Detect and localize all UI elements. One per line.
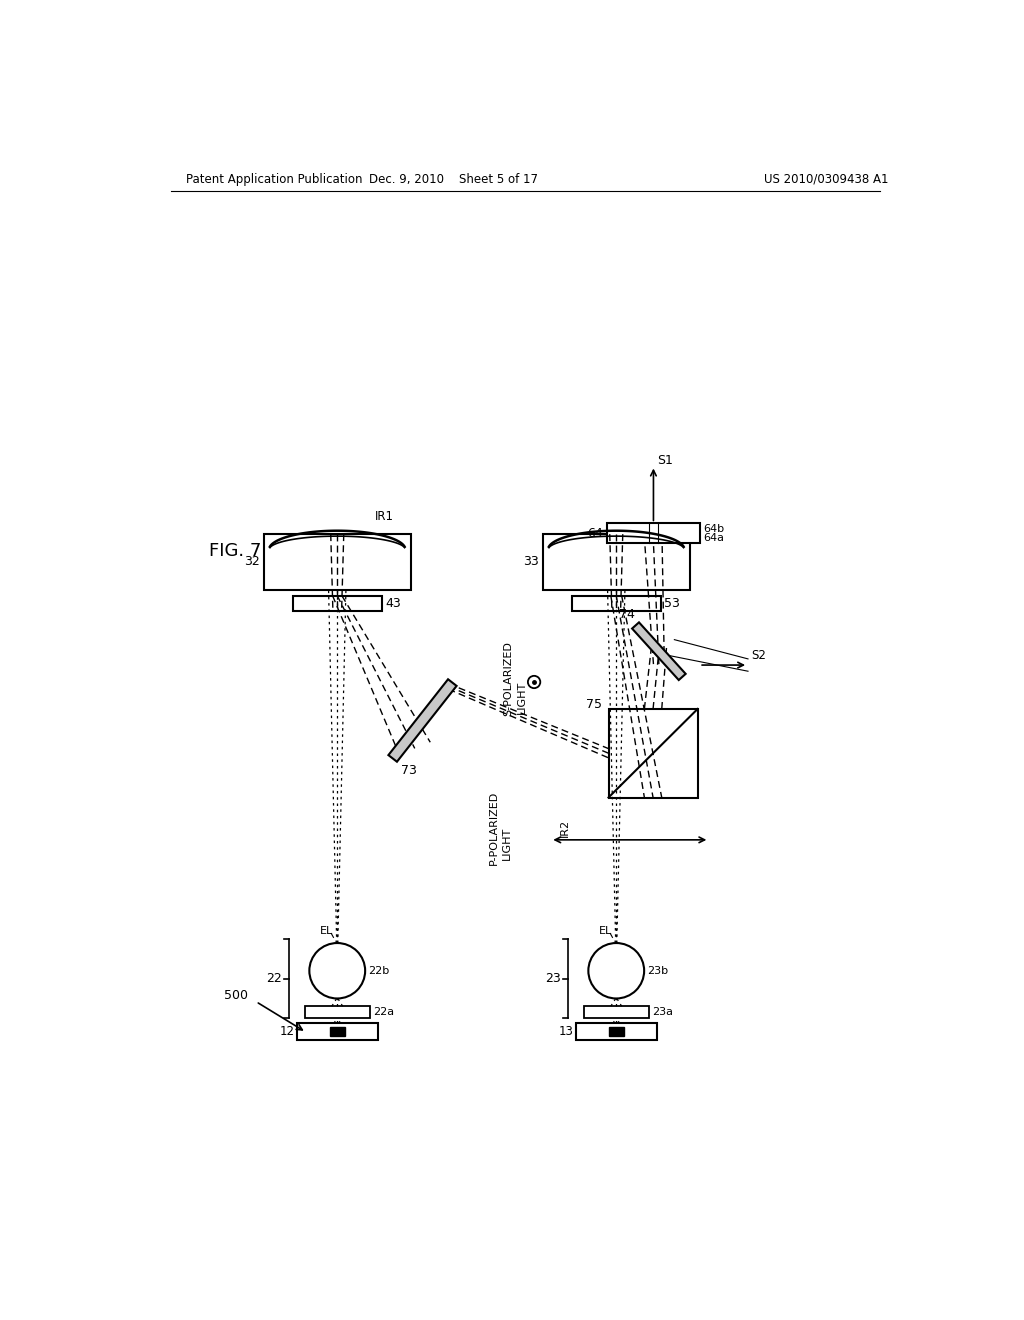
Text: 22a: 22a [373,1007,394,1018]
Text: Patent Application Publication: Patent Application Publication [186,173,362,186]
Bar [297,1023,378,1040]
Text: 64: 64 [588,527,603,540]
Polygon shape [632,622,686,680]
Circle shape [309,942,366,998]
Text: Dec. 9, 2010    Sheet 5 of 17: Dec. 9, 2010 Sheet 5 of 17 [369,173,538,186]
Bar [305,1006,370,1019]
Text: IR1: IR1 [375,510,393,523]
Text: 32: 32 [244,556,260,569]
Bar [608,709,697,797]
Circle shape [528,676,541,688]
Text: P-POLARIZED: P-POLARIZED [488,791,499,866]
Text: LIGHT: LIGHT [517,681,526,714]
Text: 43: 43 [385,597,401,610]
Bar [607,524,700,544]
Bar [293,595,382,611]
Text: 75: 75 [587,698,602,711]
Text: IR2: IR2 [560,820,569,837]
Polygon shape [388,680,457,762]
Circle shape [589,942,644,998]
Text: 64b: 64b [703,524,724,535]
Text: 500: 500 [224,989,248,1002]
Text: 23: 23 [546,973,561,985]
Text: S2: S2 [751,649,766,663]
Bar [608,1027,624,1036]
Text: 22b: 22b [369,966,389,975]
Bar [575,1023,656,1040]
Bar [572,595,662,611]
Text: 73: 73 [400,764,417,777]
Text: FIG. 7: FIG. 7 [209,543,262,560]
Text: S1: S1 [657,454,673,467]
Text: 13: 13 [559,1026,573,1038]
Bar [584,1006,649,1019]
Text: US 2010/0309438 A1: US 2010/0309438 A1 [764,173,888,186]
Bar [543,535,690,590]
Text: 33: 33 [523,556,539,569]
Text: 64a: 64a [703,533,724,544]
Text: 22: 22 [266,973,283,985]
Text: LIGHT: LIGHT [503,828,512,861]
Text: 53: 53 [665,597,680,610]
Text: EL: EL [599,925,612,936]
Bar [330,1027,345,1036]
Text: 23b: 23b [647,966,669,975]
Text: 74: 74 [620,609,635,622]
Text: 12: 12 [280,1026,295,1038]
Text: S-POLARIZED: S-POLARIZED [503,640,513,715]
Text: EL: EL [321,925,334,936]
Bar [263,535,411,590]
Text: 23a: 23a [652,1007,673,1018]
